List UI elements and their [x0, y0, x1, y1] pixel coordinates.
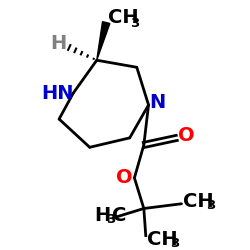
Text: 3: 3	[130, 17, 140, 30]
Text: O: O	[116, 168, 133, 188]
Text: 3: 3	[106, 213, 116, 226]
Text: HN: HN	[42, 84, 74, 103]
Text: 3: 3	[206, 199, 215, 212]
Text: CH: CH	[108, 8, 138, 27]
Text: CH: CH	[183, 192, 213, 211]
Text: 3: 3	[170, 237, 179, 250]
Text: H: H	[94, 206, 111, 225]
Text: N: N	[149, 93, 166, 112]
Text: CH: CH	[147, 230, 178, 248]
Text: H: H	[50, 34, 66, 53]
Text: C: C	[112, 206, 126, 225]
Polygon shape	[97, 22, 110, 60]
Text: O: O	[178, 126, 195, 145]
